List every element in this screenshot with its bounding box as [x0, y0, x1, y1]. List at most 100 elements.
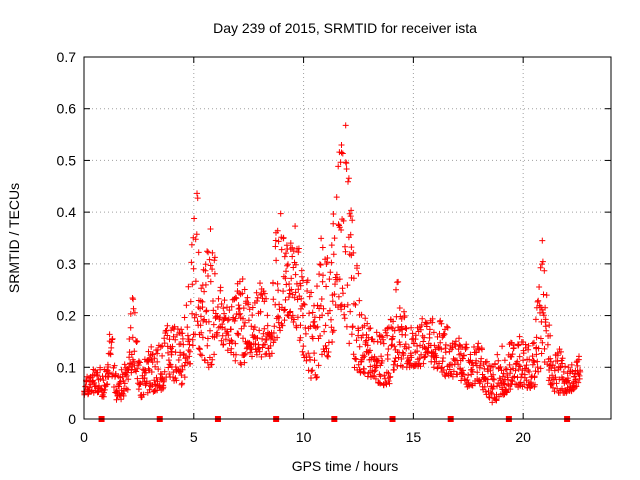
data-point — [173, 377, 180, 384]
data-point — [126, 336, 133, 342]
data-point — [297, 282, 304, 289]
data-point — [291, 316, 297, 323]
data-point — [189, 310, 196, 317]
data-point — [274, 227, 281, 234]
data-point — [535, 368, 542, 375]
data-point — [134, 338, 141, 345]
data-point — [269, 333, 276, 340]
data-point — [335, 293, 342, 300]
data-point — [209, 266, 216, 273]
data-point — [457, 366, 464, 373]
data-point — [283, 250, 289, 257]
data-point — [198, 352, 205, 359]
data-point — [461, 352, 467, 359]
data-point — [94, 369, 101, 376]
data-point — [419, 315, 426, 322]
data-point — [311, 357, 318, 364]
data-point — [387, 373, 394, 380]
data-point — [340, 290, 346, 297]
data-point — [433, 354, 440, 361]
data-point — [442, 341, 449, 348]
data-point — [437, 317, 444, 324]
data-point — [150, 351, 156, 358]
data-point — [185, 283, 192, 290]
data-point — [386, 380, 393, 387]
data-point — [130, 296, 137, 303]
data-point — [233, 295, 240, 302]
data-point — [478, 355, 485, 362]
data-point — [473, 357, 480, 364]
data-point — [299, 348, 306, 355]
data-point — [232, 315, 239, 322]
data-point — [198, 285, 205, 292]
data-point — [304, 288, 311, 294]
data-point — [200, 317, 207, 324]
data-point — [317, 302, 324, 309]
data-point — [214, 304, 221, 310]
data-point — [328, 259, 335, 266]
data-point — [554, 358, 561, 365]
data-point — [257, 308, 264, 315]
data-point — [571, 373, 578, 380]
data-point — [300, 300, 307, 307]
data-point — [330, 211, 337, 217]
data-point — [573, 383, 580, 390]
data-point — [537, 335, 544, 342]
data-point — [474, 369, 481, 376]
data-point — [541, 345, 548, 352]
data-point — [539, 339, 546, 346]
data-point — [211, 270, 218, 277]
data-point — [298, 273, 305, 280]
data-point — [245, 301, 252, 308]
data-point — [210, 321, 217, 328]
data-point — [539, 237, 546, 244]
data-point — [272, 243, 279, 250]
data-point — [507, 386, 514, 393]
data-point — [553, 380, 560, 387]
data-point — [350, 275, 357, 282]
data-point — [367, 347, 373, 354]
data-point — [408, 324, 415, 331]
data-point — [244, 294, 251, 301]
data-point — [275, 238, 282, 245]
data-point — [546, 322, 553, 329]
data-point — [124, 386, 131, 393]
data-point — [516, 333, 523, 340]
data-point — [268, 350, 275, 357]
data-point — [329, 298, 336, 305]
data-point — [343, 160, 350, 167]
data-point — [349, 217, 356, 224]
data-point — [154, 346, 161, 353]
data-point — [209, 249, 216, 256]
data-point — [575, 379, 582, 386]
data-point — [292, 261, 299, 268]
data-point — [539, 306, 545, 313]
data-point — [202, 267, 209, 274]
data-point — [165, 349, 171, 356]
data-point — [240, 335, 246, 342]
data-point — [282, 306, 288, 313]
data-point — [181, 374, 188, 381]
data-point — [129, 295, 136, 301]
data-point — [309, 309, 316, 316]
data-point — [317, 332, 324, 339]
data-point — [166, 336, 173, 343]
data-point — [314, 283, 320, 290]
data-point — [302, 330, 309, 337]
data-point — [267, 342, 274, 349]
data-point — [316, 271, 323, 278]
data-point — [516, 353, 523, 360]
data-point — [210, 298, 216, 304]
data-point — [214, 329, 221, 336]
data-point — [341, 315, 348, 322]
data-point — [403, 345, 410, 352]
data-point — [361, 353, 368, 360]
data-point — [440, 367, 447, 373]
data-point — [551, 367, 558, 374]
data-point — [500, 370, 507, 377]
data-point — [516, 362, 523, 369]
data-point — [541, 267, 548, 274]
data-point — [383, 381, 390, 388]
data-point — [320, 272, 326, 279]
